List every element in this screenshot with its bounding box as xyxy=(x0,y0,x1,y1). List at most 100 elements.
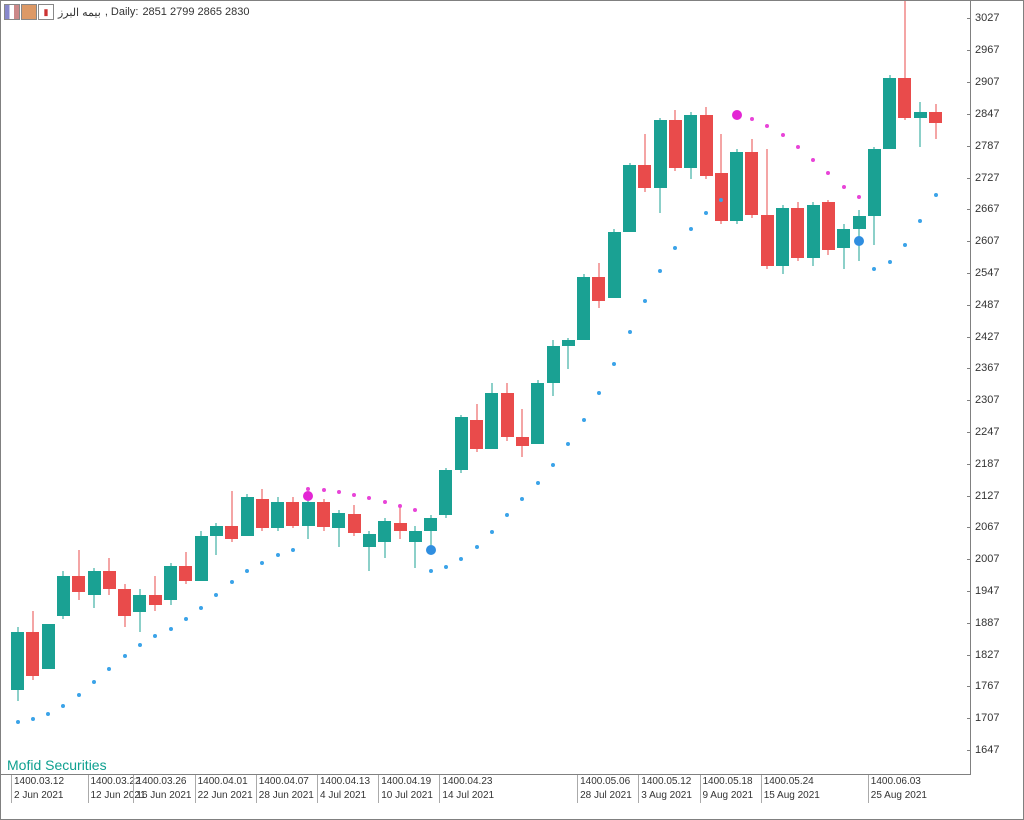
chart-window: ▮ بيمه البرز , Daily: 2851 2799 2865 283… xyxy=(0,0,1024,820)
y-tick: 2427 xyxy=(971,331,999,343)
psar-dot xyxy=(628,330,632,334)
psar-dot xyxy=(92,680,96,684)
y-axis: 1647 1707 1767 1827 1887 1947 2007 2067 2127 2187… xyxy=(970,1,1023,775)
psar-dot xyxy=(444,565,448,569)
psar-dot xyxy=(704,211,708,215)
y-tick: 2787 xyxy=(971,140,999,152)
signal-up-icon xyxy=(426,545,436,555)
x-tick: 1400.05.189 Aug 2021 xyxy=(700,775,754,803)
y-tick: 1947 xyxy=(971,585,999,597)
y-tick: 2367 xyxy=(971,362,999,374)
psar-dot xyxy=(245,569,249,573)
psar-dot xyxy=(842,185,846,189)
y-tick: 2127 xyxy=(971,490,999,502)
watermark: Mofid Securities xyxy=(7,757,107,773)
y-tick: 1647 xyxy=(971,744,999,756)
psar-dot xyxy=(61,704,65,708)
y-tick: 1827 xyxy=(971,649,999,661)
x-tick: 1400.04.2314 Jul 2021 xyxy=(439,775,494,803)
chart-area[interactable] xyxy=(1,1,971,775)
psar-dot xyxy=(276,553,280,557)
psar-dot xyxy=(260,561,264,565)
psar-dot xyxy=(582,418,586,422)
header-icons: ▮ xyxy=(4,4,54,20)
y-tick: 2487 xyxy=(971,299,999,311)
psar-dot xyxy=(77,693,81,697)
psar-dot xyxy=(673,246,677,250)
psar-dot xyxy=(153,634,157,638)
x-tick: 1400.05.0628 Jul 2021 xyxy=(577,775,632,803)
psar-dot xyxy=(765,124,769,128)
psar-dot xyxy=(857,195,861,199)
psar-dot xyxy=(138,643,142,647)
psar-dot xyxy=(796,145,800,149)
psar-dot xyxy=(781,133,785,137)
psar-dot xyxy=(505,513,509,517)
psar-dot xyxy=(322,488,326,492)
psar-dot xyxy=(826,171,830,175)
y-tick: 2547 xyxy=(971,267,999,279)
psar-dot xyxy=(903,243,907,247)
x-axis: 1400.03.122 Jun 20211400.03.2212 Jun 202… xyxy=(1,774,971,819)
psar-dot xyxy=(536,481,540,485)
psar-dot xyxy=(689,227,693,231)
y-tick: 2607 xyxy=(971,235,999,247)
psar-dot xyxy=(612,362,616,366)
chart-icon[interactable]: ▮ xyxy=(38,4,54,20)
psar-dot xyxy=(597,391,601,395)
psar-dot xyxy=(184,617,188,621)
signal-up-icon xyxy=(854,236,864,246)
signal-down-icon xyxy=(303,491,313,501)
y-tick: 1887 xyxy=(971,617,999,629)
timeframe-label: , Daily: xyxy=(105,6,139,18)
psar-dot xyxy=(658,269,662,273)
psar-dot xyxy=(719,198,723,202)
psar-dot xyxy=(888,260,892,264)
psar-dot xyxy=(230,580,234,584)
symbol-label: بيمه البرز xyxy=(58,6,101,19)
y-tick: 2007 xyxy=(971,553,999,565)
psar-dot xyxy=(520,497,524,501)
psar-dot xyxy=(643,299,647,303)
x-tick: 1400.03.122 Jun 2021 xyxy=(11,775,64,803)
y-tick: 1707 xyxy=(971,712,999,724)
y-tick: 3027 xyxy=(971,12,999,24)
y-tick: 2067 xyxy=(971,521,999,533)
psar-dot xyxy=(398,504,402,508)
y-tick: 2667 xyxy=(971,203,999,215)
ohlc-label: 2851 2799 2865 2830 xyxy=(142,6,249,18)
psar-dot xyxy=(475,545,479,549)
psar-dot xyxy=(291,548,295,552)
psar-dot xyxy=(413,508,417,512)
psar-dot xyxy=(872,267,876,271)
psar-dot xyxy=(367,496,371,500)
x-tick: 1400.04.1910 Jul 2021 xyxy=(378,775,433,803)
chart-type-icon[interactable] xyxy=(21,4,37,20)
psar-dot xyxy=(918,219,922,223)
grid-icon[interactable] xyxy=(4,4,20,20)
psar-dot xyxy=(934,193,938,197)
psar-dot xyxy=(107,667,111,671)
y-tick: 2847 xyxy=(971,108,999,120)
x-tick: 1400.05.123 Aug 2021 xyxy=(638,775,692,803)
chart-header: ▮ بيمه البرز , Daily: 2851 2799 2865 283… xyxy=(4,4,250,20)
psar-dot xyxy=(750,117,754,121)
psar-dot xyxy=(490,530,494,534)
x-tick: 1400.04.0122 Jun 2021 xyxy=(195,775,253,803)
psar-dot xyxy=(811,158,815,162)
psar-dot xyxy=(337,490,341,494)
psar-dot xyxy=(123,654,127,658)
y-tick: 2247 xyxy=(971,426,999,438)
psar-dot xyxy=(199,606,203,610)
psar-dot xyxy=(566,442,570,446)
signal-down-icon xyxy=(732,110,742,120)
y-tick: 2967 xyxy=(971,44,999,56)
psar-dot xyxy=(46,712,50,716)
y-tick: 1767 xyxy=(971,680,999,692)
psar-dot xyxy=(214,593,218,597)
psar-dot xyxy=(429,569,433,573)
x-tick: 1400.04.0728 Jun 2021 xyxy=(256,775,314,803)
psar-dot xyxy=(352,493,356,497)
y-tick: 2187 xyxy=(971,458,999,470)
y-tick: 2307 xyxy=(971,394,999,406)
